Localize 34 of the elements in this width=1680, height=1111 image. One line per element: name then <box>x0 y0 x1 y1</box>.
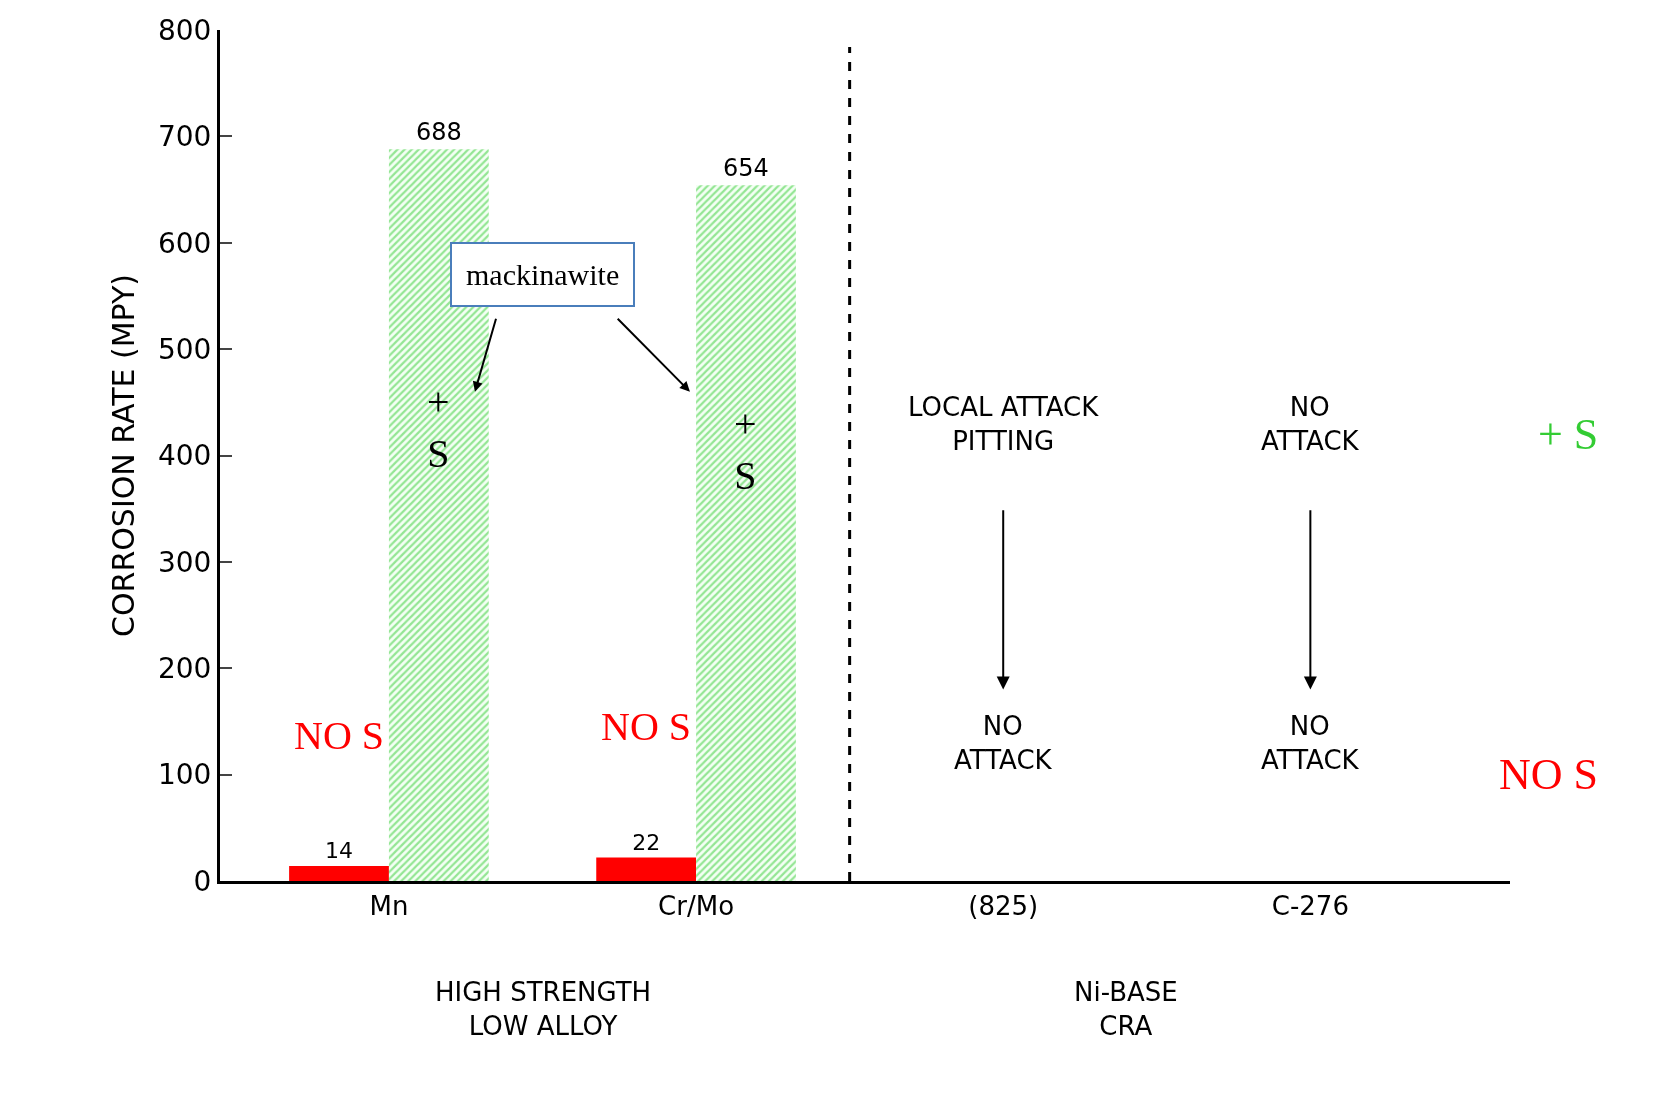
y-tick-label: 700 <box>157 120 212 154</box>
y-tick-label: 600 <box>157 226 212 260</box>
annotation: LOCAL ATTACK PITTING <box>908 392 1100 456</box>
y-tick-label: 300 <box>157 545 212 579</box>
data-label: 688 <box>415 118 462 147</box>
annotation: NO ATTACK <box>954 711 1053 775</box>
y-tick-label: 500 <box>157 332 212 366</box>
data-label: 22 <box>632 829 661 855</box>
text: + S <box>427 379 450 476</box>
text: + S <box>1538 410 1599 459</box>
x-tick-label: C-276 <box>1271 891 1349 922</box>
annotation: NO ATTACK <box>1261 711 1360 775</box>
text: Ni-BASE CRA <box>1074 977 1178 1041</box>
text: HIGH STRENGTH LOW ALLOY <box>435 977 652 1041</box>
y-tick-label: 200 <box>157 652 212 686</box>
data-label: 14 <box>325 838 354 864</box>
bar <box>696 185 796 881</box>
text: NO S <box>601 704 692 749</box>
annotation: NO ATTACK <box>1261 392 1360 456</box>
y-tick-label: 400 <box>157 439 212 473</box>
text: NO S <box>294 713 385 758</box>
bar <box>289 866 389 881</box>
data-label: 654 <box>723 154 769 183</box>
text: NO S <box>1499 750 1599 799</box>
y-tick-label: 100 <box>157 758 212 792</box>
x-tick-label: Mn <box>369 891 409 922</box>
series-label: + S <box>734 401 757 498</box>
y-tick-label: 0 <box>193 864 212 898</box>
x-tick-label: Cr/Mo <box>658 891 735 922</box>
y-tick-label: 800 <box>157 13 212 47</box>
y-axis-title: CORROSION RATE (MPY) <box>105 273 141 638</box>
annotation: mackinawite <box>466 258 620 291</box>
bar <box>596 857 697 881</box>
x-tick-label: (825) <box>968 891 1039 922</box>
